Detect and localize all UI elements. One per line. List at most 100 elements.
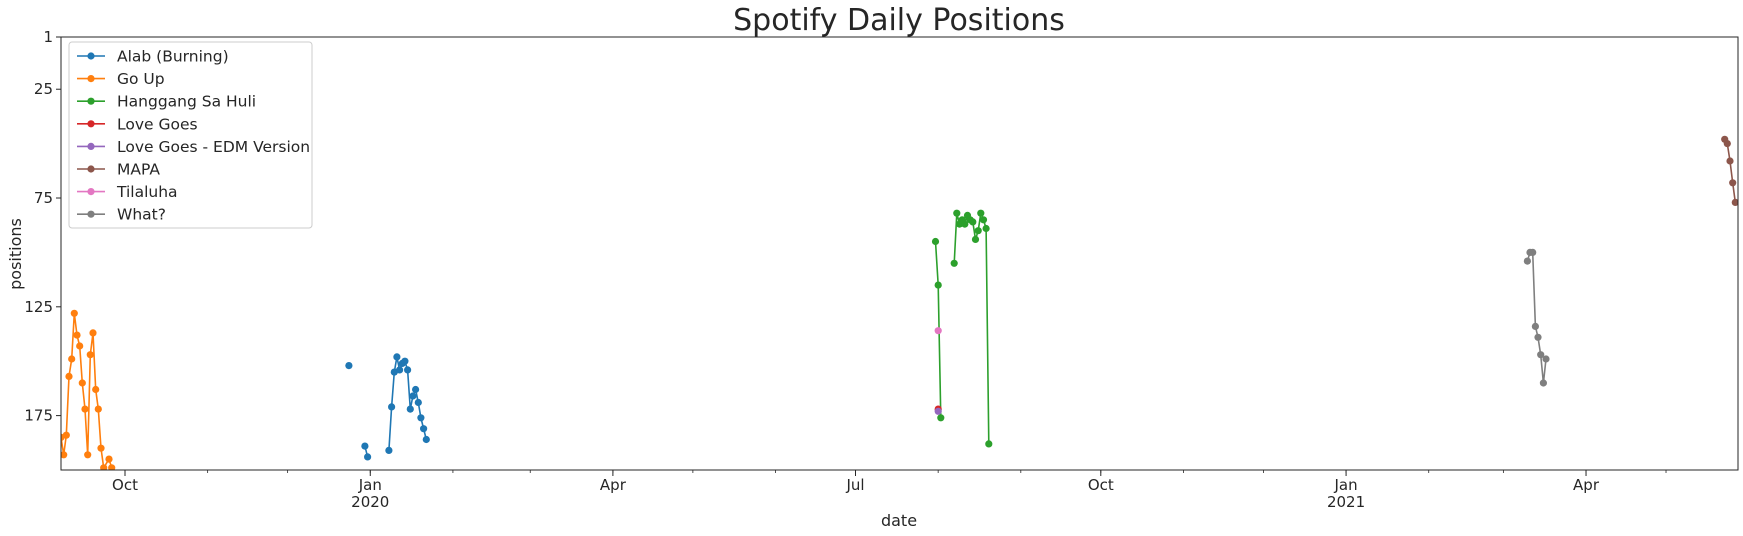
- series-line: [1526, 251, 1547, 384]
- data-point: [1729, 179, 1737, 187]
- data-point: [105, 455, 113, 463]
- data-point: [100, 464, 108, 470]
- data-point: [422, 435, 430, 444]
- legend: Alab (Burning) Go Up Hanggang Sa Huli Love …: [68, 41, 313, 229]
- legend-label: MAPA: [117, 161, 160, 179]
- legend-box: [68, 41, 313, 229]
- data-point: [393, 353, 401, 361]
- series-layer: [61, 135, 1738, 470]
- legend-marker: [87, 188, 95, 196]
- data-point: [1539, 379, 1547, 387]
- legend-marker: [87, 210, 95, 218]
- data-point: [934, 407, 942, 415]
- data-point: [97, 444, 105, 452]
- data-point: [1534, 333, 1542, 341]
- data-point: [108, 464, 116, 470]
- x-tick-label: Jan: [358, 476, 382, 494]
- data-point: [364, 453, 372, 461]
- data-point: [934, 327, 942, 335]
- data-point: [409, 392, 417, 400]
- series-line: [953, 210, 990, 444]
- data-point: [89, 329, 97, 337]
- legend-label: Tilaluha: [116, 183, 178, 201]
- y-tick-label: 25: [34, 80, 53, 98]
- data-point: [65, 372, 73, 380]
- series-1: [61, 309, 116, 470]
- legend-item: Alab (Burning): [77, 48, 229, 66]
- data-point: [94, 405, 102, 413]
- data-point: [937, 414, 945, 422]
- data-point: [92, 385, 100, 394]
- y-tick-label: 1: [43, 28, 53, 46]
- legend-label: Go Up: [117, 70, 165, 88]
- data-point: [934, 281, 942, 289]
- data-point: [84, 451, 92, 459]
- x-tick-year-label: 2020: [351, 493, 389, 511]
- series-6: [934, 327, 942, 335]
- data-point: [404, 366, 412, 374]
- legend-marker: [87, 165, 95, 173]
- series-0: [345, 353, 430, 461]
- y-axis-label: positions: [6, 218, 25, 290]
- data-point: [931, 237, 940, 246]
- series-7: [1523, 248, 1550, 387]
- data-point: [62, 431, 70, 439]
- data-point: [950, 259, 958, 267]
- data-point: [979, 216, 988, 224]
- data-point: [1529, 248, 1537, 256]
- data-point: [73, 331, 81, 339]
- data-point: [420, 425, 428, 433]
- data-point: [361, 442, 369, 450]
- data-point: [977, 209, 985, 217]
- data-point: [1537, 351, 1545, 359]
- data-point: [68, 355, 76, 363]
- legend-marker: [87, 120, 95, 128]
- legend-label: Alab (Burning): [117, 48, 229, 66]
- data-point: [1726, 157, 1734, 165]
- data-point: [396, 366, 404, 374]
- legend-label: Love Goes: [117, 115, 198, 133]
- data-point: [1723, 140, 1731, 148]
- legend-item: Hanggang Sa Huli: [77, 93, 256, 111]
- data-point: [961, 220, 969, 228]
- series-2: [931, 209, 993, 448]
- legend-label: What?: [117, 206, 166, 224]
- data-point: [1731, 198, 1738, 206]
- data-point: [78, 379, 86, 387]
- data-point: [385, 446, 393, 454]
- x-tick-year-label: 2021: [1327, 493, 1365, 511]
- plot-area-frame: [60, 36, 1739, 471]
- x-axis-label: date: [881, 511, 917, 530]
- series-line: [1724, 138, 1737, 203]
- x-tick-label: Jan: [1334, 476, 1358, 494]
- legend-marker: [87, 75, 95, 83]
- data-point: [414, 398, 422, 407]
- series-5: [1721, 135, 1738, 206]
- data-point: [76, 342, 84, 350]
- data-point: [417, 414, 425, 422]
- data-point: [345, 362, 353, 370]
- series-line: [61, 313, 113, 470]
- data-point: [1531, 322, 1539, 330]
- data-point: [401, 357, 409, 365]
- y-tick-label: 75: [34, 189, 53, 207]
- x-tick-label: Apr: [1573, 476, 1600, 494]
- data-point: [985, 440, 993, 448]
- data-point: [974, 227, 982, 235]
- data-point: [971, 235, 980, 243]
- legend-label: Hanggang Sa Huli: [117, 93, 256, 111]
- y-tick-label: 175: [24, 407, 53, 425]
- legend-marker: [87, 142, 95, 150]
- legend-item: Love Goes - EDM Version: [77, 138, 310, 156]
- data-point: [388, 403, 396, 411]
- data-point: [70, 309, 78, 317]
- data-point: [412, 385, 420, 394]
- legend-item: Love Goes: [77, 115, 198, 133]
- chart-title: Spotify Daily Positions: [733, 3, 1065, 38]
- legend-label: Love Goes - EDM Version: [117, 138, 310, 156]
- legend-item: MAPA: [77, 161, 160, 179]
- y-tick-label: 125: [24, 298, 53, 316]
- data-point: [86, 351, 94, 359]
